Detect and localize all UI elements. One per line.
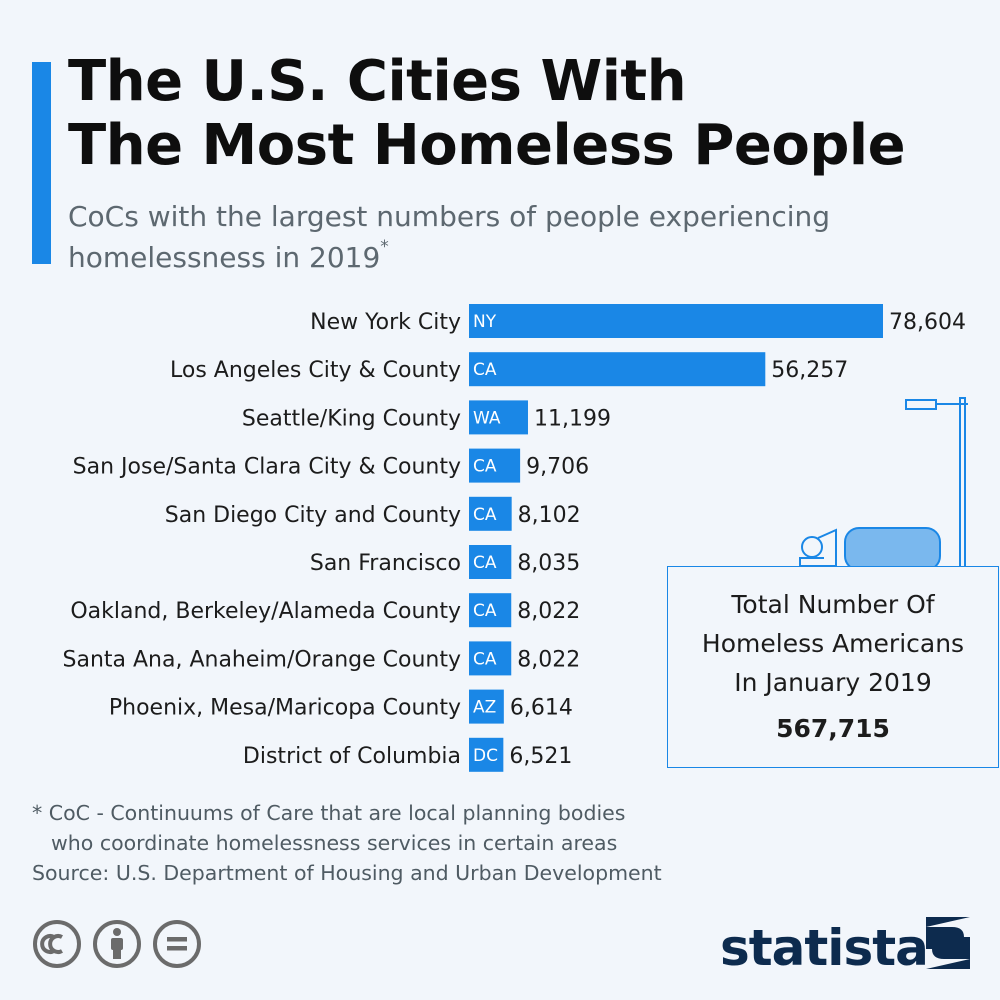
bar — [469, 737, 504, 772]
total-value: 567,715 — [776, 714, 890, 743]
state-label: CA — [473, 505, 497, 525]
state-label: DC — [473, 746, 498, 766]
value-label: 56,257 — [771, 358, 848, 383]
cc-icon[interactable] — [33, 920, 81, 968]
subtitle-line-2-text: homelessness in 2019 — [68, 241, 381, 274]
footnote-line-1: * CoC - Continuums of Care that are loca… — [32, 801, 626, 825]
statista-logo[interactable]: statista — [720, 913, 972, 973]
value-label: 78,604 — [889, 310, 966, 335]
state-label: CA — [473, 553, 497, 573]
chart-title: The U.S. Cities With The Most Homeless P… — [68, 50, 968, 178]
bar — [469, 448, 521, 483]
chart-subtitle: CoCs with the largest numbers of people … — [68, 196, 968, 278]
attribution-icon[interactable] — [93, 920, 141, 968]
state-label: WA — [473, 408, 501, 428]
category-label: Oakland, Berkeley/Alameda County — [70, 599, 461, 624]
source-line: Source: U.S. Department of Housing and U… — [32, 861, 662, 885]
title-accent-bar — [32, 62, 51, 264]
bar — [469, 593, 512, 628]
state-label: CA — [473, 360, 497, 380]
state-label: AZ — [473, 698, 496, 718]
bar — [469, 304, 883, 338]
bar — [469, 400, 528, 435]
title-line-2: The Most Homeless People — [68, 113, 906, 178]
category-label: San Jose/Santa Clara City & County — [73, 455, 461, 480]
total-homeless-box: Total Number Of Homeless Americans In Ja… — [667, 566, 999, 768]
state-label: NY — [473, 312, 497, 332]
state-label: CA — [473, 601, 497, 621]
sleeping-person-icon — [799, 527, 941, 570]
value-label: 8,035 — [517, 551, 580, 576]
statista-mark-icon — [926, 917, 970, 969]
category-label: Seattle/King County — [242, 406, 461, 431]
no-derivatives-icon[interactable] — [153, 920, 201, 968]
license-icons — [33, 920, 201, 968]
value-label: 8,022 — [517, 599, 580, 624]
subtitle-line-1: CoCs with the largest numbers of people … — [68, 200, 831, 233]
value-label: 6,521 — [509, 744, 572, 769]
total-heading-line-2: Homeless Americans — [701, 629, 965, 658]
state-label: CA — [473, 457, 497, 477]
title-line-1: The U.S. Cities With — [68, 49, 687, 114]
state-label: CA — [473, 649, 497, 669]
category-label: San Francisco — [310, 551, 461, 576]
footnote: * CoC - Continuums of Care that are loca… — [32, 798, 792, 888]
subtitle-line-2: homelessness in 2019* — [68, 237, 968, 278]
category-label: San Diego City and County — [165, 503, 461, 528]
value-label: 6,614 — [510, 696, 573, 721]
category-label: New York City — [310, 310, 461, 335]
subtitle-asterisk: * — [380, 237, 389, 257]
bar — [469, 641, 512, 676]
footnote-line-2: who coordinate homelessness services in … — [51, 831, 618, 855]
category-label: Phoenix, Mesa/Maricopa County — [109, 696, 461, 721]
value-label: 11,199 — [534, 406, 611, 431]
bar — [469, 545, 512, 579]
streetlight-bench-illustration — [799, 397, 968, 570]
total-heading-line-3: In January 2019 — [734, 668, 932, 697]
category-label: Santa Ana, Anaheim/Orange County — [63, 647, 462, 672]
value-label: 8,102 — [518, 503, 581, 528]
category-label: Los Angeles City & County — [170, 358, 461, 383]
total-heading: Total Number Of Homeless Americans In Ja… — [668, 585, 998, 702]
bar — [469, 496, 512, 531]
bar — [469, 689, 504, 724]
bar — [469, 352, 766, 387]
value-label: 9,706 — [526, 455, 589, 480]
total-heading-line-1: Total Number Of — [731, 590, 935, 619]
brand-wordmark: statista — [720, 919, 928, 973]
category-label: District of Columbia — [243, 744, 461, 769]
value-label: 8,022 — [517, 647, 580, 672]
